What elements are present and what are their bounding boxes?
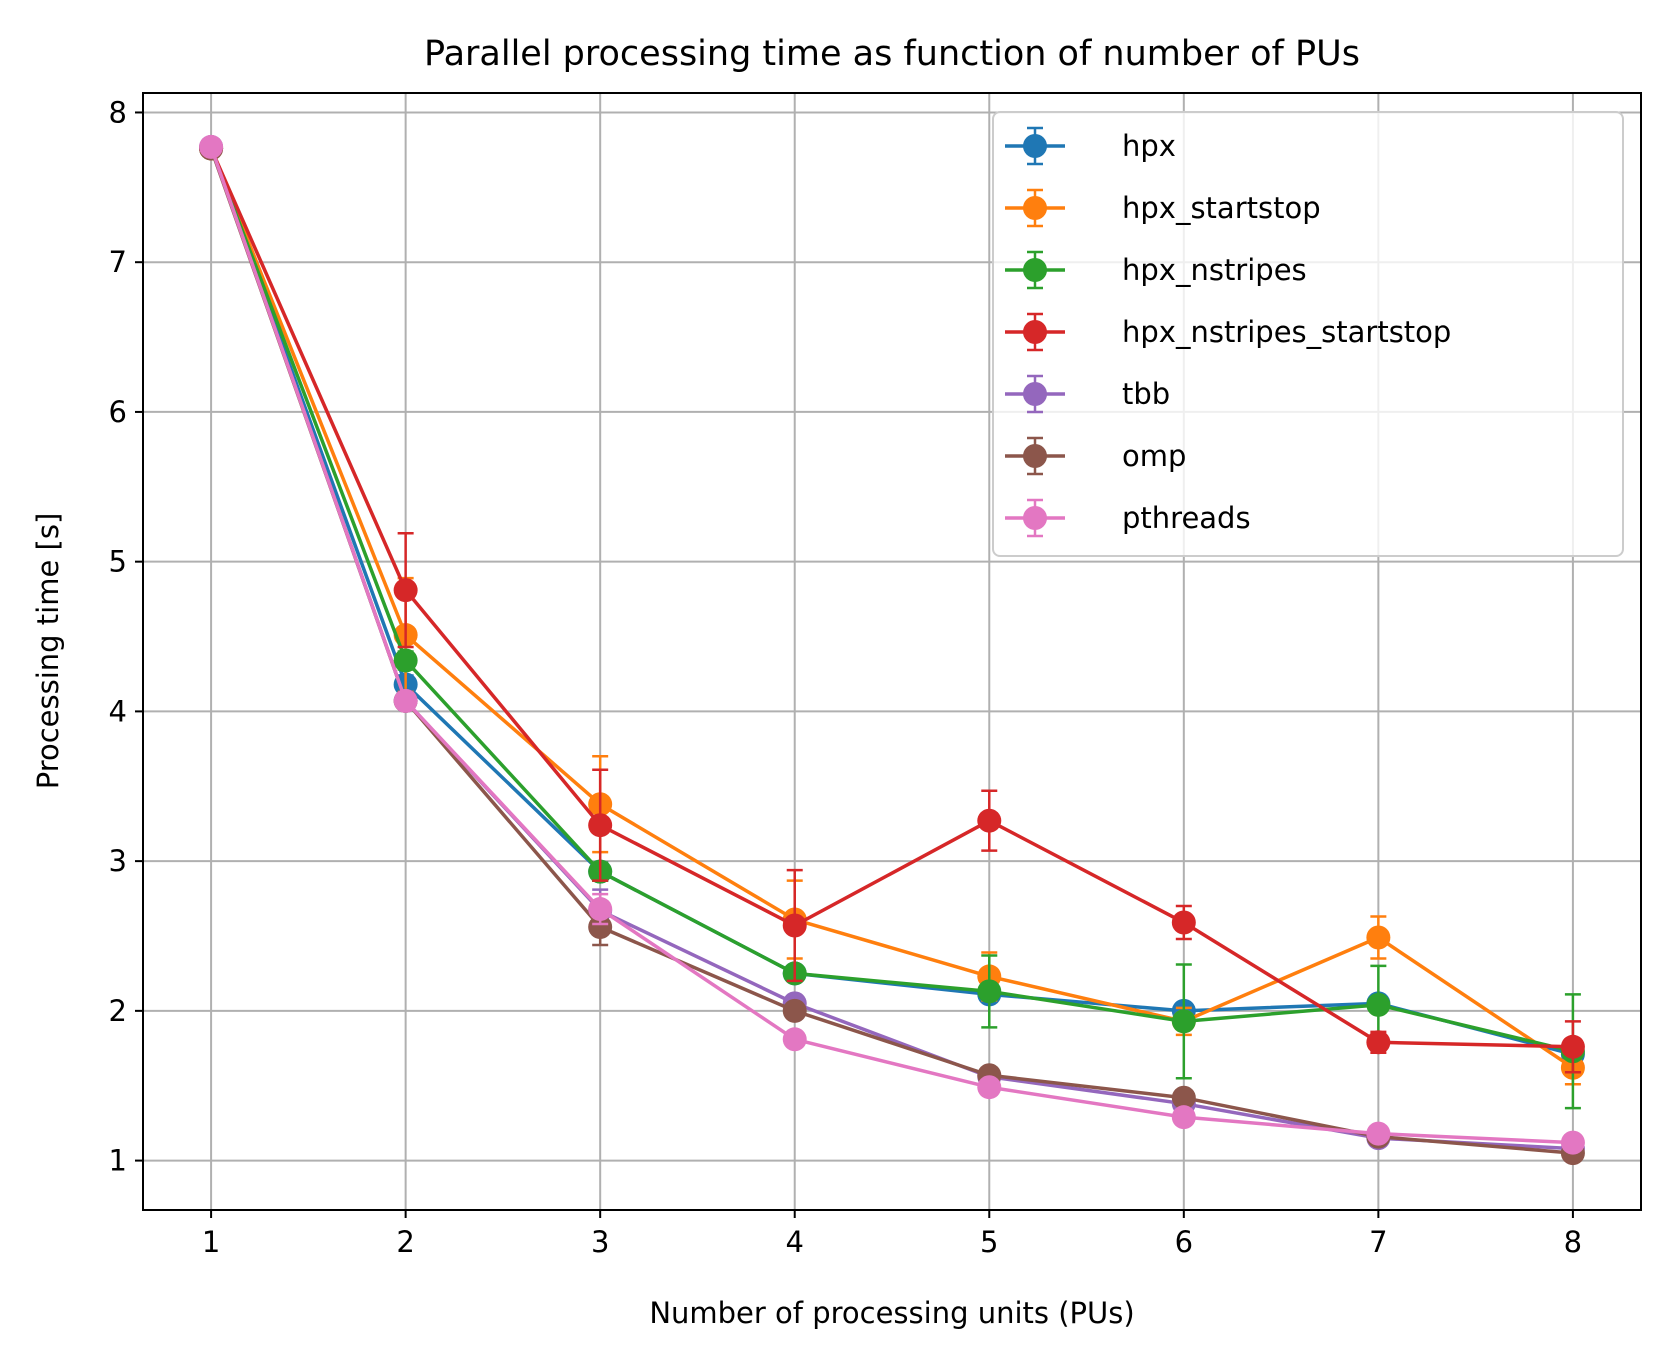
data-point [588,813,613,838]
y-tick-label: 2 [109,994,127,1028]
data-point [1171,1009,1196,1034]
series-line [209,147,1573,1049]
legend-box [992,111,1624,557]
series-line [209,147,1574,1053]
data-point [199,134,224,159]
y-tick-label: 6 [109,395,127,429]
x-tick-label: 7 [1369,1225,1387,1259]
x-tick-label: 2 [396,1225,414,1259]
data-point [393,648,418,673]
x-tick-label: 3 [591,1225,609,1259]
legend-marker [1023,506,1047,530]
y-tick-label: 1 [109,1144,127,1178]
legend-item-hpx-nstripes: hpx_nstripes [1005,250,1307,290]
plot-frame [142,92,1642,1211]
data-point [1171,910,1196,935]
legend-label: pthreads [1122,501,1251,535]
legend-item-hpx-startstop: hpx_startstop [1005,188,1321,228]
data-point [1366,1121,1391,1146]
legend-label: omp [1122,439,1186,473]
series-line [209,147,1574,1070]
data-point [1171,1085,1196,1110]
y-tick-label: 4 [109,694,127,728]
legend-label: tbb [1122,377,1170,411]
x-tick-label: 8 [1564,1225,1582,1259]
data-point [393,578,418,603]
legend-item-omp: omp [1005,436,1186,476]
data-point [782,913,807,938]
data-point [1366,992,1391,1017]
data-point [1560,1034,1585,1059]
data-point [977,1075,1002,1100]
legend-item-pthreads: pthreads [1005,498,1251,538]
x-tick-label: 1 [202,1225,220,1259]
data-point [1366,925,1391,950]
legend-marker [1023,134,1047,158]
legend-label: hpx [1122,129,1176,163]
legend-marker [1023,444,1047,468]
legend-label: hpx_nstripes [1122,253,1307,287]
y-tick-label: 5 [109,545,127,579]
y-axis-label: Processing time [s] [31,513,65,790]
data-point [977,808,1002,833]
legend-marker [1023,382,1047,406]
legend-item-tbb: tbb [1005,374,1170,414]
x-axis-label: Number of processing units (PUs) [649,1296,1134,1330]
x-tick-label: 5 [980,1225,998,1259]
ticks: 1 2 3 4 5 6 7 8 1 2 3 4 5 6 7 8 [109,95,1583,1259]
series-pthreads [199,134,1585,1155]
chart-title: Parallel processing time as function of … [424,34,1360,74]
x-tick-label: 6 [1175,1225,1193,1259]
data-point [782,1027,807,1052]
data-point [1366,1030,1391,1055]
legend: hpx hpx_startstop hpx_nstripes hpx_nstripes… [992,111,1624,557]
legend-label: hpx_nstripes_startstop [1122,315,1451,349]
y-tick-label: 8 [109,95,127,129]
data-point [393,688,418,713]
data-point [782,998,807,1023]
data-point [588,897,613,922]
y-tick-label: 3 [109,844,127,878]
data-point [977,979,1002,1004]
legend-label: hpx_startstop [1122,191,1321,225]
legend-marker [1023,196,1047,220]
series-line [209,146,1573,1145]
legend-item-hpx: hpx [1005,126,1176,166]
data-point [1560,1130,1585,1155]
legend-item-hpx-nstripes-startstop: hpx_nstripes_startstop [1005,312,1451,352]
data-point [588,915,613,940]
legend-marker [1023,320,1047,344]
legend-marker [1023,258,1047,282]
y-tick-label: 7 [109,245,127,279]
data-point [1171,1105,1196,1130]
x-tick-label: 4 [786,1225,804,1259]
series-layer [199,134,1585,1166]
